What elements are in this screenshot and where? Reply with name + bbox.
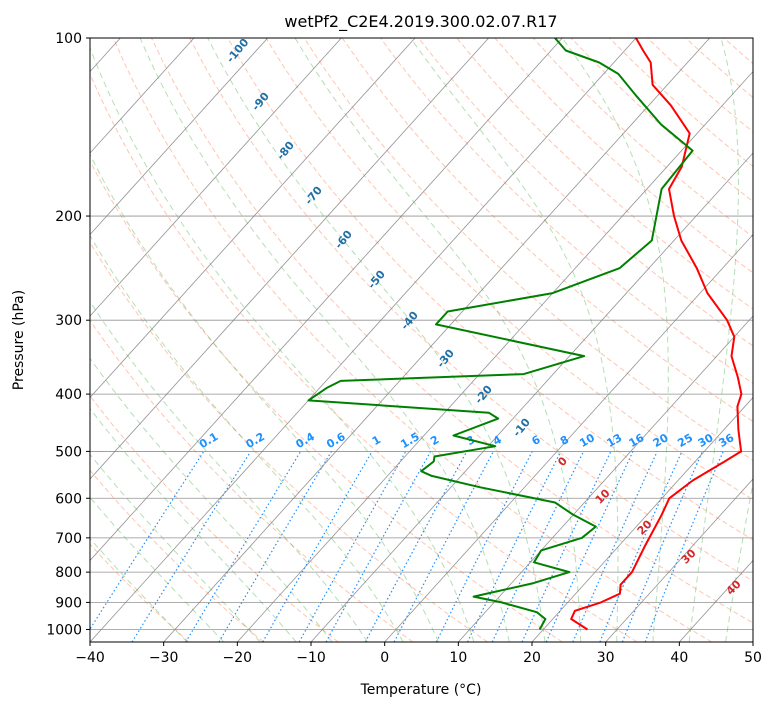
moist-adiabat-line	[688, 38, 740, 642]
isotherm-line	[90, 38, 489, 480]
y-tick-label: 200	[55, 209, 82, 225]
x-tick-label: 20	[523, 650, 541, 666]
chart-title: wetPf2_C2E4.2019.300.02.07.R17	[284, 12, 557, 32]
isotherm-line	[90, 38, 637, 642]
mixing-ratio-line	[621, 451, 703, 642]
moist-adiabat-line	[90, 300, 369, 642]
x-tick-label: 40	[670, 650, 688, 666]
isotherm-line	[90, 38, 563, 562]
isotherms	[90, 38, 753, 642]
y-tick-label: 100	[55, 31, 82, 47]
dry-adiabat-line	[303, 38, 753, 461]
isotherm-line	[531, 396, 753, 642]
x-axis: −40 −30 −20 −10 0 10 20 30 40 50	[75, 642, 762, 666]
moist-adiabat-line	[90, 357, 333, 642]
plot-frame	[89, 37, 754, 643]
moist-adiabat-line	[90, 453, 261, 642]
isobars	[90, 38, 753, 630]
y-tick-label: 400	[55, 387, 82, 403]
mixing-ratio-line	[435, 451, 533, 642]
dry-adiabat-line	[90, 241, 488, 642]
dry-adiabat-line	[418, 38, 753, 347]
mixing-ratio-line	[644, 451, 724, 642]
x-tick-label: −20	[223, 650, 253, 666]
y-tick-label: 800	[55, 565, 82, 581]
isotherm-line	[310, 152, 753, 642]
y-tick-label: 900	[55, 595, 82, 611]
dry-adiabat-line	[151, 38, 753, 624]
y-tick-label: 700	[55, 531, 82, 547]
dry-adiabat-line	[90, 469, 264, 642]
y-axis-label: Pressure (hPa)	[11, 290, 27, 390]
moist-adiabat-line	[410, 38, 619, 642]
moist-adiabat-line	[725, 480, 753, 642]
isotherm-line	[90, 38, 416, 399]
x-tick-label: 10	[449, 650, 467, 666]
isotherm-line	[458, 315, 753, 642]
moist-adiabat-line	[207, 38, 546, 642]
moist-adiabat-line	[90, 407, 297, 642]
moist-adiabat-line	[90, 234, 404, 642]
x-tick-label: 30	[597, 650, 615, 666]
x-tick-label: −30	[149, 650, 179, 666]
x-tick-label: 0	[380, 650, 389, 666]
moist-adiabat-line	[90, 153, 439, 642]
moist-adiabats	[90, 38, 753, 642]
isotherm-line	[384, 233, 753, 642]
x-axis-label: Temperature (°C)	[360, 682, 482, 698]
y-tick-label: 1000	[46, 622, 82, 638]
mixing-ratio-line	[325, 451, 432, 642]
dewpoint-profile-line	[307, 38, 694, 630]
y-tick-label: 600	[55, 491, 82, 507]
mixing-ratio-line	[90, 451, 205, 631]
mixing-ratio-line	[545, 451, 634, 642]
moist-adiabat-line	[561, 38, 669, 642]
data-series	[307, 38, 743, 631]
isotherm-line	[163, 38, 710, 642]
temperature-profile-line	[570, 38, 743, 631]
dry-adiabat-line	[90, 72, 638, 642]
mixing-ratio-line	[364, 451, 468, 642]
dry-adiabat-line	[456, 38, 753, 310]
mixing-ratio-line	[599, 451, 683, 642]
y-axis: 1000 900 800 700 600 500 400 300 200 100	[46, 31, 90, 638]
x-tick-label: −10	[296, 650, 326, 666]
y-tick-label: 500	[55, 444, 82, 460]
mixing-ratio-line	[298, 451, 407, 642]
isotherm-line	[90, 38, 195, 154]
dry-adiabat-line	[90, 160, 563, 642]
dry-adiabat-line	[341, 38, 753, 423]
moist-adiabat-line	[294, 38, 582, 642]
x-tick-label: −40	[75, 650, 105, 666]
dry-adiabat-line	[189, 38, 753, 582]
isotherm-line	[605, 478, 753, 642]
isotherm-line	[90, 38, 342, 317]
mixing-ratio-line	[572, 451, 658, 642]
x-tick-label: 50	[744, 650, 762, 666]
moist-adiabat-line	[90, 46, 475, 642]
moist-adiabat-line	[139, 38, 510, 642]
y-tick-label: 300	[55, 313, 82, 329]
dry-adiabat-line	[112, 38, 712, 642]
isotherm-line	[90, 38, 268, 236]
